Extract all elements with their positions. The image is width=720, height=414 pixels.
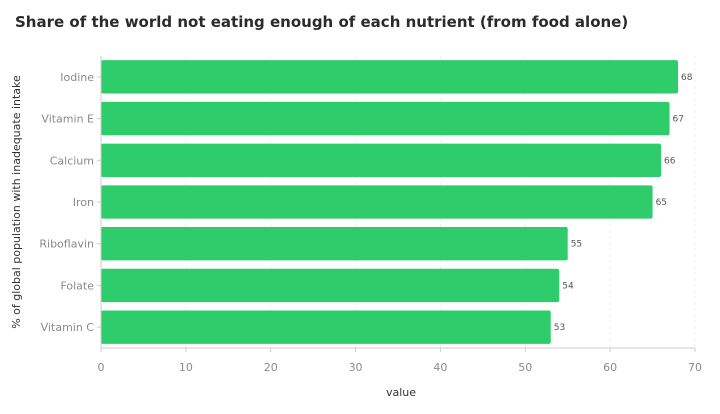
y-tick-label: Vitamin C	[41, 321, 95, 334]
bar-calcium	[101, 143, 662, 177]
x-tick-label: 70	[688, 361, 702, 374]
data-label: 65	[656, 198, 667, 208]
chart-title: Share of the world not eating enough of …	[15, 13, 629, 31]
data-label: 68	[681, 73, 693, 83]
bars: 68 67 66 65 55 54 53	[101, 60, 693, 344]
x-tick-label: 50	[518, 361, 532, 374]
bar-riboflavin	[101, 227, 568, 261]
x-tick-label: 60	[603, 361, 617, 374]
y-tick-label: Riboflavin	[39, 238, 94, 251]
y-tick-label: Vitamin E	[41, 113, 94, 126]
x-tick-label: 20	[264, 361, 278, 374]
x-axis-title: value	[386, 386, 416, 399]
data-label: 66	[664, 156, 676, 166]
data-label: 54	[562, 281, 574, 291]
bar-iodine	[101, 60, 679, 94]
y-tick-label: Iodine	[60, 71, 94, 84]
y-tick-label: Calcium	[50, 154, 94, 167]
bar-vitamin-e	[101, 101, 670, 136]
data-label: 53	[554, 323, 565, 333]
data-label: 55	[571, 240, 582, 250]
y-tick-label: Iron	[73, 196, 94, 209]
x-tick-label: 30	[349, 361, 363, 374]
x-tick-label: 0	[98, 361, 105, 374]
y-tick-label: Folate	[60, 279, 94, 292]
y-axis-title: % of global population with inadequate i…	[10, 75, 23, 329]
bar-folate	[101, 268, 560, 303]
data-label: 67	[673, 115, 684, 125]
bar-vitamin-c	[101, 310, 551, 344]
x-tick-label: 40	[433, 361, 447, 374]
x-tick-label: 10	[179, 361, 193, 374]
axes: 0 10 20 30 40 50 60 70 Iodine Vitamin E Calcium Iro…	[39, 56, 702, 374]
bar-iron	[101, 185, 653, 219]
